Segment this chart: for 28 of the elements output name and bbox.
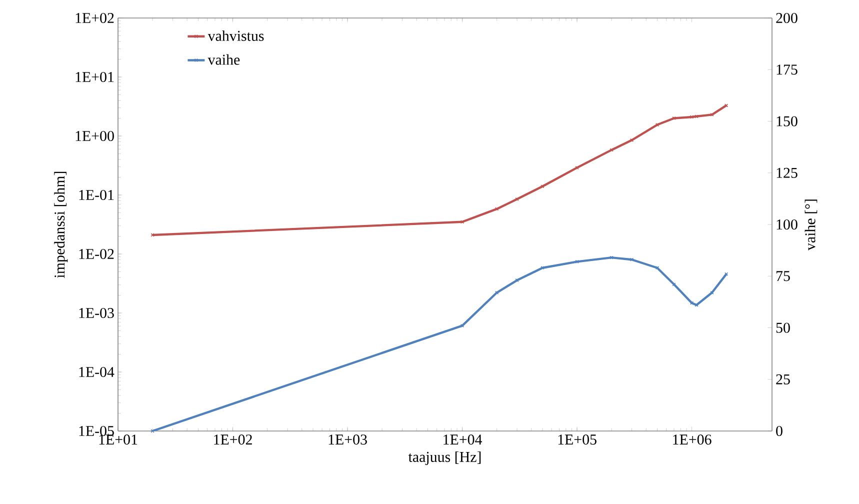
x-tick-label: 1E+03 bbox=[328, 434, 367, 445]
y-tick-label: 1E-02 bbox=[79, 248, 114, 260]
x-tick-label: 1E+06 bbox=[673, 434, 712, 445]
y-tick-label: 1E+01 bbox=[76, 72, 114, 82]
y2-tick-label: 75 bbox=[776, 271, 790, 282]
x-tick-label: 1E+02 bbox=[214, 434, 252, 445]
y2-axis-title: vaihe [°] bbox=[804, 200, 818, 251]
y-tick-label: 1E-04 bbox=[79, 366, 114, 378]
y-tick-label: 1E-05 bbox=[79, 426, 114, 436]
x-tick-label: 1E+05 bbox=[558, 434, 596, 445]
y2-tick-label: 0 bbox=[776, 426, 782, 436]
y2-tick-label: 150 bbox=[776, 116, 798, 126]
legend-label: vaihe bbox=[208, 54, 240, 65]
x-axis-title: taajuus [Hz] bbox=[408, 451, 481, 466]
x-tick-label: 1E+04 bbox=[444, 434, 482, 445]
y2-tick-label: 100 bbox=[776, 219, 798, 230]
y-tick-label: 1E+00 bbox=[76, 130, 114, 142]
y2-tick-label: 125 bbox=[776, 168, 798, 178]
y2-tick-label: 25 bbox=[776, 374, 790, 384]
y2-tick-label: 175 bbox=[776, 64, 798, 75]
y-tick-label: 1E-01 bbox=[79, 190, 114, 200]
y2-tick-label: 50 bbox=[776, 322, 790, 333]
y-axis-title: impedanssi [ohm] bbox=[54, 172, 68, 278]
y-tick-label: 1E+02 bbox=[76, 12, 114, 24]
y-tick-label: 1E-03 bbox=[79, 308, 114, 318]
y2-tick-label: 200 bbox=[776, 12, 798, 24]
legend-label: vahvistus bbox=[208, 30, 264, 41]
x-tick-label: 1E+01 bbox=[99, 434, 138, 445]
